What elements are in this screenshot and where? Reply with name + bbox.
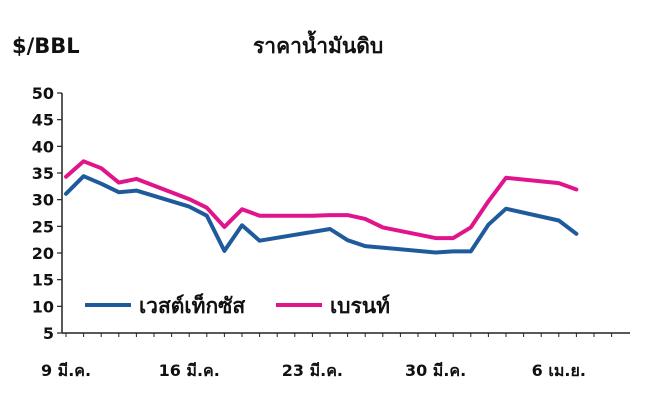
legend: เวสต์เท็กซัส เบรนท์ <box>85 292 390 318</box>
series-line-wti <box>64 174 579 255</box>
axes <box>57 92 630 337</box>
y-tick-label: 40 <box>32 137 54 156</box>
legend-label: เบรนท์ <box>330 294 390 318</box>
y-tick-label: 45 <box>32 111 54 130</box>
y-tick-label: 30 <box>32 191 54 210</box>
y-tick-label: 35 <box>32 164 54 183</box>
y-axis-unit-label: $/BBL <box>12 34 80 58</box>
legend-label: เวสต์เท็กซัส <box>139 292 245 318</box>
y-tick-label: 20 <box>32 244 54 263</box>
series-line-brent <box>64 159 579 241</box>
y-tick-label: 50 <box>32 84 54 103</box>
y-tick-labels: 5 10 15 20 25 30 35 40 45 50 <box>32 84 54 343</box>
series-lines <box>64 159 579 255</box>
x-tick-labels: 9 มี.ค. 16 มี.ค. 23 มี.ค. 30 มี.ค. 6 เม.ย. <box>41 361 586 380</box>
y-tick-label: 15 <box>32 271 54 290</box>
y-tick-label: 5 <box>43 324 54 343</box>
x-tick-label: 9 มี.ค. <box>41 361 91 380</box>
y-tick-label: 25 <box>32 217 54 236</box>
x-tick-label: 16 มี.ค. <box>159 361 220 380</box>
x-tick-label: 30 มี.ค. <box>405 361 466 380</box>
chart-title: ราคาน้ำมันดิบ <box>253 30 383 58</box>
x-tick-label: 6 เม.ย. <box>532 361 586 380</box>
x-tick-label: 23 มี.ค. <box>282 361 343 380</box>
y-tick-label: 10 <box>32 297 54 316</box>
